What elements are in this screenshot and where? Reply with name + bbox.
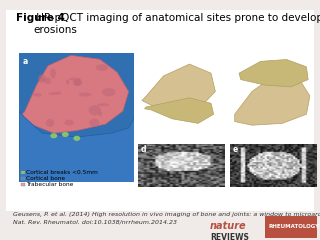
Text: Cortical breaks <0.5mm: Cortical breaks <0.5mm [26,170,98,175]
Text: b: b [140,53,146,62]
Text: e: e [233,145,238,154]
Ellipse shape [89,105,101,115]
Text: Trabecular bone: Trabecular bone [26,182,73,187]
Bar [265,216,317,238]
Ellipse shape [56,92,61,95]
Ellipse shape [33,93,42,97]
Ellipse shape [46,119,54,127]
Ellipse shape [49,92,58,95]
Ellipse shape [69,78,81,80]
Polygon shape [19,111,134,182]
Ellipse shape [45,78,51,84]
Text: a: a [23,57,28,66]
Ellipse shape [66,80,69,84]
Text: c: c [233,53,238,62]
Ellipse shape [89,119,99,127]
Ellipse shape [50,133,57,138]
Ellipse shape [102,88,116,96]
Text: d: d [140,145,146,154]
Ellipse shape [65,120,74,126]
Ellipse shape [97,103,109,106]
Text: HR-pQCT imaging of anatomical sites prone to develop bone
erosions: HR-pQCT imaging of anatomical sites pron… [33,13,320,35]
Text: REVIEWS: REVIEWS [210,233,249,240]
Ellipse shape [75,79,81,86]
Ellipse shape [73,79,83,86]
Text: Cortical bone: Cortical bone [26,176,65,181]
Ellipse shape [62,132,69,137]
Polygon shape [19,55,129,133]
Text: RHEUMATOLOGY: RHEUMATOLOGY [269,224,320,229]
FancyBboxPatch shape [6,10,314,211]
Polygon shape [145,98,214,123]
Ellipse shape [98,111,102,116]
Ellipse shape [73,136,80,141]
Ellipse shape [41,78,47,82]
Ellipse shape [79,93,92,97]
Text: Figure 4: Figure 4 [16,13,65,23]
Polygon shape [142,64,215,110]
Ellipse shape [96,64,108,71]
Text: Nat. Rev. Rheumatol. doi:10.1038/nrrheum.2014.23: Nat. Rev. Rheumatol. doi:10.1038/nrrheum… [13,220,177,225]
Ellipse shape [50,68,56,78]
Polygon shape [239,60,308,87]
Polygon shape [235,73,310,125]
Ellipse shape [38,74,46,83]
Text: nature: nature [210,221,247,231]
Text: Geusens, P. et al. (2014) High resolution in vivo imaging of bone and joints: a : Geusens, P. et al. (2014) High resolutio… [13,212,320,217]
